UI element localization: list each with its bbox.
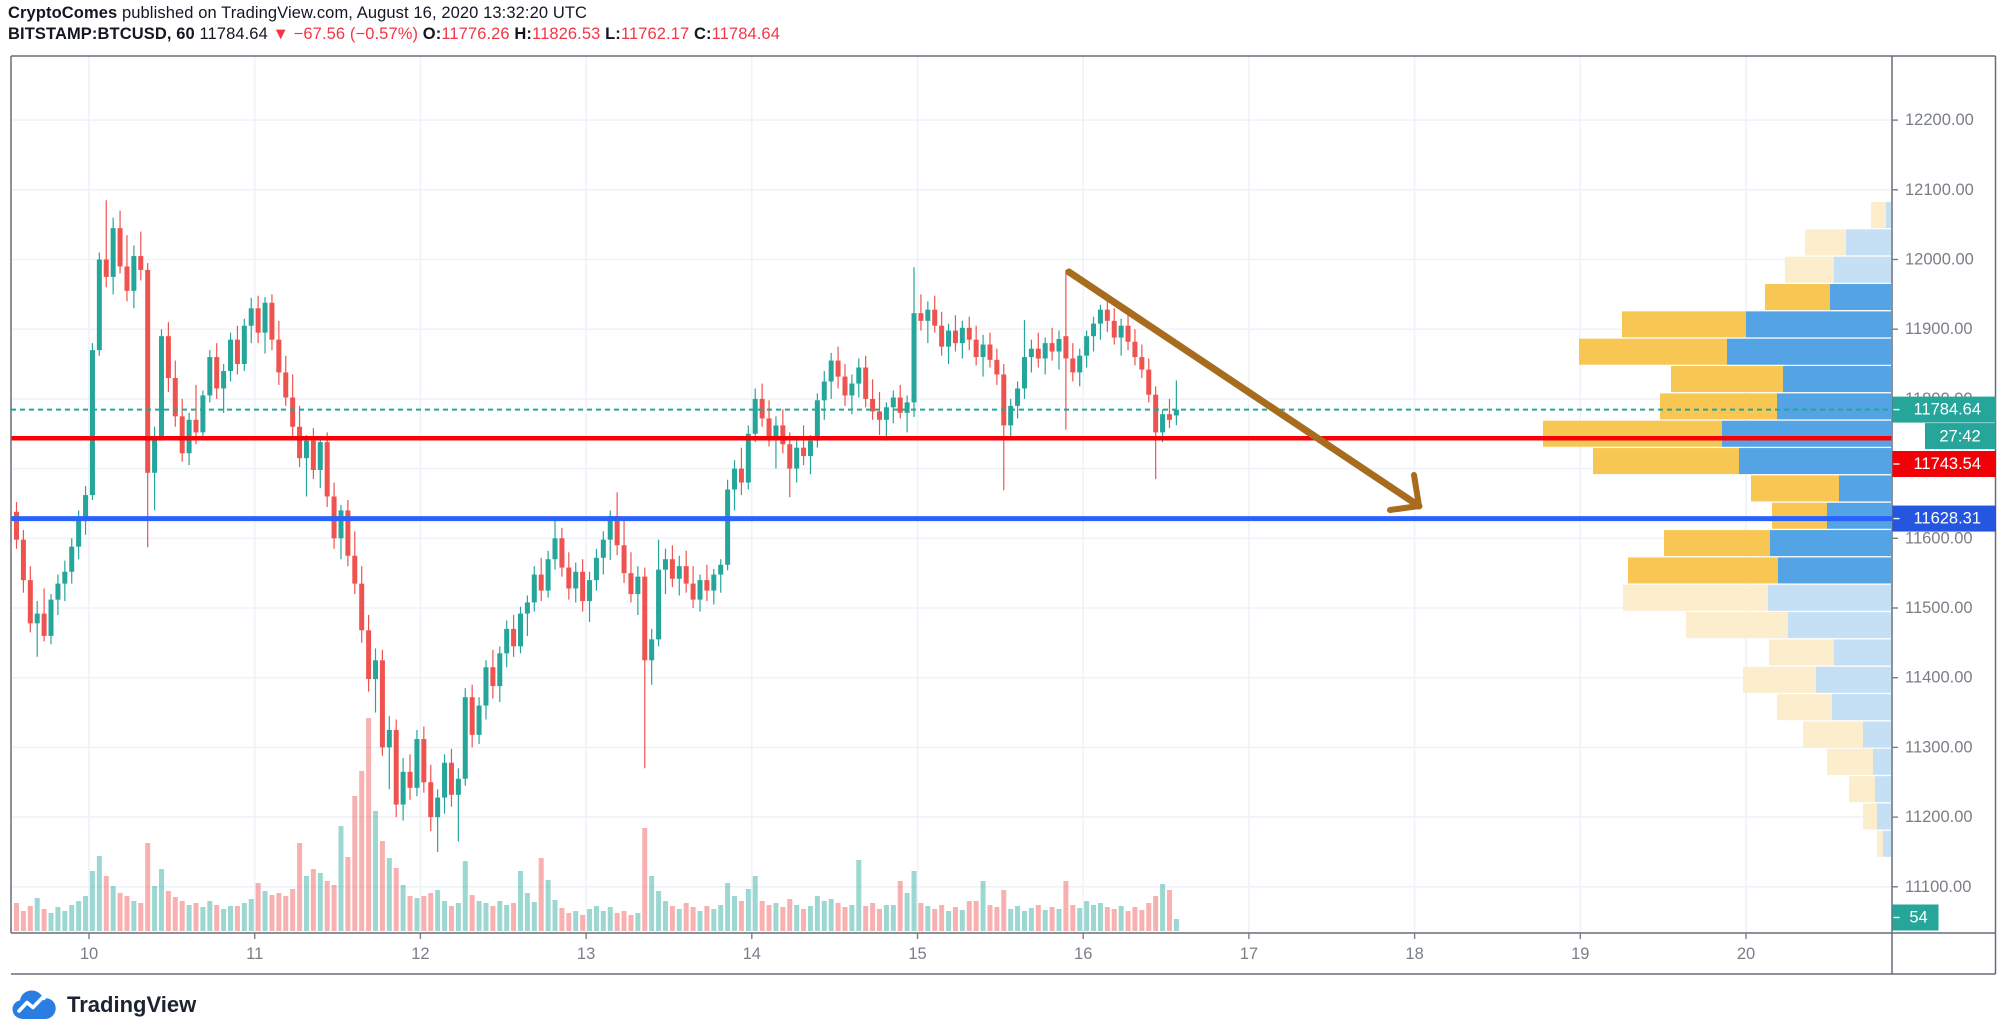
- tradingview-logo[interactable]: TradingView: [10, 988, 196, 1022]
- header-segment: 11784.64: [711, 25, 780, 43]
- svg-text:54: 54: [1909, 909, 1927, 927]
- header-segment: CryptoComes: [8, 4, 118, 22]
- header-segment: 11784.64: [194, 25, 273, 43]
- svg-text:20: 20: [1737, 945, 1755, 963]
- symbol-ohlc-line: BITSTAMP:BTCUSD, 60 11784.64 ▼ −67.56 (−…: [8, 25, 780, 44]
- price-levels[interactable]: [11, 408, 1892, 522]
- header-segment: 11762.17: [620, 25, 690, 43]
- svg-text:11400.00: 11400.00: [1905, 669, 1973, 687]
- svg-text:11600.00: 11600.00: [1905, 529, 1973, 547]
- header-segment: ▼ −67.56 (−0.57%): [272, 25, 419, 43]
- volume-bars: [14, 718, 1179, 931]
- trend-arrow[interactable]: [1065, 268, 1423, 513]
- price-axis[interactable]: 12200.0012100.0012000.0011900.0011800.00…: [1892, 111, 1974, 896]
- candle-series: [14, 200, 1179, 852]
- support-price-label: 11628.31: [1892, 505, 1996, 532]
- svg-text:16: 16: [1074, 945, 1092, 963]
- svg-text:11900.00: 11900.00: [1905, 320, 1973, 338]
- svg-text:11500.00: 11500.00: [1905, 599, 1973, 617]
- svg-text:18: 18: [1405, 945, 1423, 963]
- svg-text:11: 11: [246, 945, 263, 963]
- svg-text:14: 14: [743, 945, 761, 963]
- byline: CryptoComes published on TradingView.com…: [8, 4, 587, 23]
- svg-text:19: 19: [1571, 945, 1589, 963]
- svg-text:15: 15: [908, 945, 926, 963]
- svg-text:27:42: 27:42: [1939, 428, 1980, 446]
- resistance-price-label: 11743.54: [1892, 451, 1996, 477]
- header-segment: L:: [600, 25, 621, 43]
- svg-text:10: 10: [80, 945, 98, 963]
- last-volume-label: 54: [1892, 904, 1939, 931]
- header-segment: O:: [418, 25, 442, 43]
- header-segment: published on TradingView.com, August 16,…: [117, 4, 588, 22]
- svg-text:12000.00: 12000.00: [1905, 251, 1974, 269]
- svg-text:13: 13: [577, 945, 595, 963]
- header-segment: H:: [509, 25, 533, 43]
- volume-profile[interactable]: [1543, 202, 1891, 857]
- svg-text:12: 12: [411, 945, 429, 963]
- svg-text:11743.54: 11743.54: [1913, 455, 1981, 473]
- chart-frame: [10, 55, 1997, 975]
- svg-text:11784.64: 11784.64: [1913, 401, 1981, 419]
- svg-text:12200.00: 12200.00: [1905, 111, 1974, 129]
- svg-text:11628.31: 11628.31: [1913, 510, 1981, 528]
- header-segment: C:: [689, 25, 712, 43]
- tradingview-cloud-icon: [12, 990, 56, 1019]
- svg-text:11300.00: 11300.00: [1905, 738, 1973, 756]
- svg-text:11200.00: 11200.00: [1905, 808, 1973, 826]
- svg-text:12100.00: 12100.00: [1905, 181, 1974, 199]
- current-price-label: 11784.64: [1892, 396, 1996, 423]
- header-segment: BITSTAMP:BTCUSD, 60: [8, 25, 195, 43]
- logo-text: TradingView: [67, 992, 197, 1017]
- header-segment: 11826.53: [532, 25, 601, 43]
- countdown-label: 27:42: [1925, 423, 1996, 450]
- time-axis[interactable]: 10 11 12 13 14 15 16 17 18 19 20: [80, 933, 1755, 963]
- svg-text:11100.00: 11100.00: [1905, 878, 1971, 896]
- grid-lines: [11, 56, 1892, 933]
- header-segment: 11776.26: [441, 25, 510, 43]
- svg-text:17: 17: [1240, 945, 1258, 963]
